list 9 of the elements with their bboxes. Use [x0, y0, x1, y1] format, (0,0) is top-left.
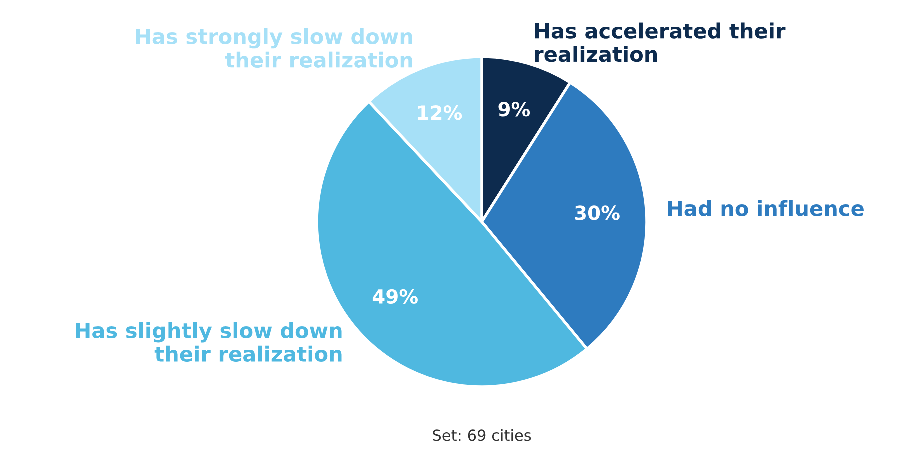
- text: Set: 69 cities: [433, 429, 532, 442]
- data-label: 9%: [498, 102, 530, 117]
- slice-label: Has strongly slow down their realization: [136, 28, 412, 68]
- data-label: 12%: [418, 106, 462, 120]
- slice-label: Had no influence: [668, 200, 864, 216]
- data-label: 49%: [372, 289, 418, 304]
- slice-label: Has accelerated their realization: [535, 22, 786, 62]
- slice-label: Has slightly slow down their realization: [76, 322, 342, 362]
- data-label: 30%: [575, 206, 620, 220]
